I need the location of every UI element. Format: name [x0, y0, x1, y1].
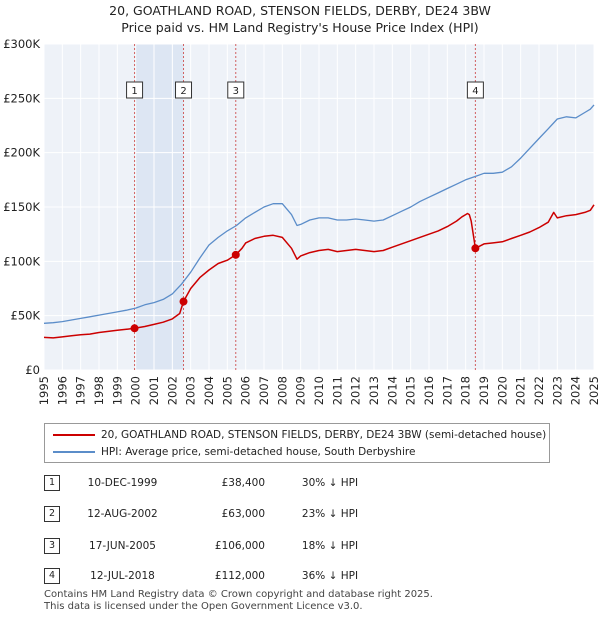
x-tick-label: 1998: [92, 376, 106, 405]
sale-marker-label: 4: [44, 568, 60, 584]
table-row: 2 12-AUG-2002 £63,000 23% ↓ HPI: [0, 505, 600, 523]
x-tick-label: 2006: [239, 376, 253, 405]
table-row: 1 10-DEC-1999 £38,400 30% ↓ HPI: [0, 474, 600, 492]
sale-marker-label: 2: [180, 86, 186, 97]
sale-point: [231, 250, 240, 259]
x-tick-label: 2025: [587, 376, 600, 405]
y-tick-label: £100K: [3, 254, 40, 268]
chart-subtitle: Price paid vs. HM Land Registry's House …: [121, 20, 479, 35]
legend: 20, GOATHLAND ROAD, STENSON FIELDS, DERB…: [44, 423, 550, 463]
x-tick-label: 2001: [147, 376, 161, 405]
x-tick-label: 2002: [165, 376, 179, 405]
x-tick-label: 2011: [330, 376, 344, 405]
x-tick-label: 1999: [110, 376, 124, 405]
x-tick-label: 1996: [55, 376, 69, 405]
x-tick-label: 2003: [184, 376, 198, 405]
sale-point: [179, 297, 188, 306]
sale-point: [130, 324, 139, 333]
x-tick-label: 1997: [74, 376, 88, 405]
x-tick-label: 2015: [404, 376, 418, 405]
x-tick-label: 2000: [129, 376, 143, 405]
y-tick-label: £50K: [11, 309, 41, 323]
hpi-line: [43, 104, 595, 324]
table-row: 4 12-JUL-2018 £112,000 36% ↓ HPI: [0, 567, 600, 585]
y-tick-label: £200K: [3, 146, 40, 160]
x-tick-label: 2016: [422, 376, 436, 405]
x-tick-label: 2004: [202, 376, 216, 405]
x-tick-label: 2022: [532, 376, 546, 405]
x-tick-label: 2020: [495, 376, 509, 405]
sale-point: [471, 244, 480, 253]
y-tick-label: £0: [25, 363, 40, 377]
sale-marker-label: 2: [44, 506, 60, 522]
legend-swatch-hpi: [53, 451, 95, 453]
sale-hpi-diff: 30% ↓ HPI: [301, 477, 359, 489]
sale-marker-label: 4: [472, 86, 478, 97]
sale-date: 10-DEC-1999: [87, 477, 158, 489]
sale-marker-label: 1: [131, 86, 137, 97]
table-row: 3 17-JUN-2005 £106,000 18% ↓ HPI: [0, 537, 600, 555]
sale-price: £38,400: [221, 477, 265, 489]
x-tick-label: 2009: [294, 376, 308, 405]
x-tick-label: 1995: [37, 376, 51, 405]
price-chart: £0 £50K £100K £150K £200K £250K £300K 1995 1996 1…: [3, 37, 600, 405]
x-tick-label: 2021: [514, 376, 528, 405]
sale-date: 12-JUL-2018: [90, 570, 155, 582]
y-tick-label: £300K: [3, 37, 40, 51]
x-tick-label: 2012: [349, 376, 363, 405]
sale-marker-box: [227, 81, 245, 99]
sale-marker-box: [466, 81, 484, 99]
property-price-line: [43, 204, 595, 339]
x-tick-label: 2018: [459, 376, 473, 405]
y-tick-label: £150K: [3, 200, 40, 214]
footer-copyright: Contains HM Land Registry data © Crown c…: [44, 589, 433, 600]
legend-swatch-property: [53, 434, 95, 436]
x-tick-label: 2005: [220, 376, 234, 405]
sale-marker-label: 3: [233, 86, 239, 97]
sale-marker-label: 3: [44, 538, 60, 554]
x-tick-label: 2013: [367, 376, 381, 405]
sale-date: 12-AUG-2002: [87, 508, 158, 520]
sale-hpi-diff: 18% ↓ HPI: [301, 540, 359, 552]
x-tick-label: 2017: [440, 376, 454, 405]
y-tick-label: £250K: [3, 91, 40, 105]
sale-marker-box: [175, 81, 193, 99]
sale-date: 17-JUN-2005: [89, 540, 156, 552]
legend-label-property: 20, GOATHLAND ROAD, STENSON FIELDS, DERB…: [101, 429, 547, 441]
x-tick-label: 2014: [385, 376, 399, 405]
sale-price: £63,000: [221, 508, 265, 520]
sale-hpi-diff: 36% ↓ HPI: [301, 570, 359, 582]
legend-label-hpi: HPI: Average price, semi-detached house,…: [101, 446, 416, 458]
x-tick-label: 2008: [275, 376, 289, 405]
x-tick-label: 2010: [312, 376, 326, 405]
x-tick-label: 2019: [477, 376, 491, 405]
sale-hpi-diff: 23% ↓ HPI: [301, 508, 359, 520]
sale-marker-box: [126, 81, 144, 99]
sale-price: £112,000: [214, 570, 265, 582]
chart-title: 20, GOATHLAND ROAD, STENSON FIELDS, DERB…: [109, 3, 491, 18]
x-tick-label: 2023: [550, 376, 564, 405]
sale-marker-label: 1: [44, 475, 60, 491]
sale-price: £106,000: [214, 540, 265, 552]
footer-licence: This data is licensed under the Open Gov…: [44, 601, 363, 612]
x-tick-label: 2007: [257, 376, 271, 405]
x-tick-label: 2024: [569, 376, 583, 405]
